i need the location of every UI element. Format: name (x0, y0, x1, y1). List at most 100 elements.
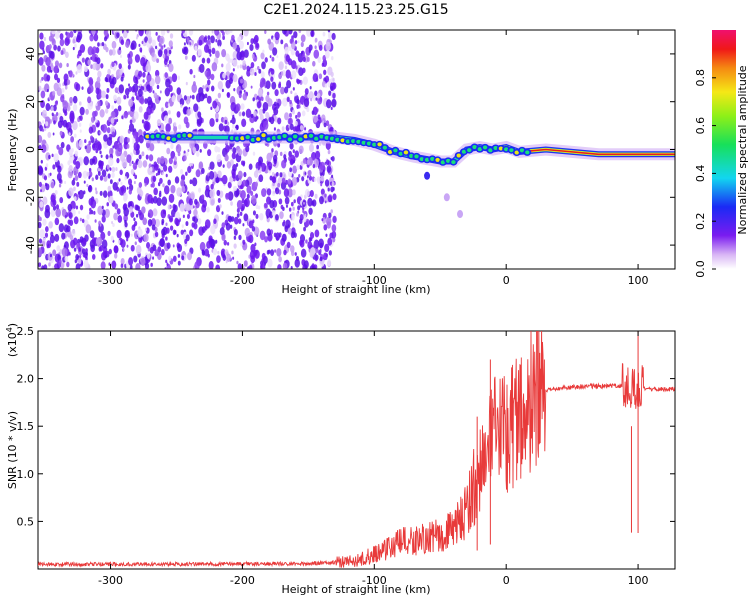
spectrogram-noise-blob (254, 181, 259, 188)
spectrogram-noise-blob (61, 247, 68, 257)
spectrogram-noise-blob (239, 64, 243, 69)
spectrogram-noise-blob (124, 219, 127, 224)
spectrogram-noise-blob (91, 177, 94, 182)
spectrogram-noise-blob (113, 94, 118, 102)
spectrogram-noise-blob (232, 256, 235, 260)
spectrogram-noise-blob (201, 249, 206, 256)
spectrogram-noise-blob (308, 237, 312, 242)
spectrogram-noise-blob (280, 71, 284, 76)
spectrogram-noise-blob (133, 223, 136, 228)
spectrogram-noise-blob (137, 160, 143, 169)
spectrogram-noise-blob (41, 240, 46, 248)
spectrogram-noise-blob (53, 153, 59, 163)
spectrogram-noise-blob (216, 154, 222, 163)
spectrogram-noise-blob (78, 139, 84, 148)
spectrogram-noise-blob (101, 251, 107, 261)
spectrogram-noise-blob (114, 87, 119, 94)
spectrogram-noise-blob (305, 239, 308, 244)
spectrogram-noise-blob (135, 79, 139, 85)
spectrogram-noise-blob (263, 202, 268, 209)
spectrogram-noise-blob (284, 65, 288, 70)
spectrogram-noise-blob (236, 207, 240, 214)
spectrogram-noise-blob (117, 239, 121, 245)
spectrogram-noise-blob (87, 96, 92, 104)
spectrogram-noise-blob (188, 198, 193, 206)
spectrogram-noise-blob (302, 76, 308, 85)
spectrogram-noise-blob (167, 103, 171, 107)
spectrogram-noise-blob (214, 112, 219, 120)
spectrogram-noise-blob (92, 143, 96, 149)
snr-x-ticks: -300 -200 -100 0 100 (98, 331, 649, 587)
spectrogram-noise-blob (127, 56, 133, 65)
ridge-blob-core (377, 142, 382, 147)
spectrogram-noise-blob (38, 166, 44, 176)
spectrogram-noise-blob (166, 242, 171, 249)
spectrogram-noise-blob (325, 233, 328, 237)
spectrogram-noise-blob (52, 164, 56, 170)
spectrogram-noise-blob (275, 98, 278, 102)
spectrogram-noise-blob (284, 46, 289, 55)
spectrogram-noise-blob (71, 179, 76, 186)
spectrogram-noise-blob (107, 173, 111, 179)
spectrogram-noise-blob (130, 40, 137, 50)
spectrogram-noise-blob (61, 232, 66, 240)
snr-x-label: Height of straight line (km) (281, 583, 430, 596)
spectrogram-noise-blob (331, 181, 335, 187)
spectrogram-noise-blob (146, 73, 152, 82)
ridge-blob-core (287, 137, 293, 142)
spectrogram-noise-blob (89, 230, 95, 239)
spectrogram-noise-blob (320, 182, 323, 187)
spectrogram-noise-blob (222, 35, 225, 41)
spectrogram-noise-blob (165, 222, 168, 226)
spectrogram-noise-blob (109, 179, 113, 185)
spectrogram-noise-blob (233, 128, 237, 133)
spectrogram-noise-blob (120, 263, 124, 268)
spectrogram-noise-blob (210, 85, 215, 92)
spectrogram-noise-blob (199, 92, 205, 102)
spectrogram-noise-blob (100, 231, 106, 241)
spectrogram-noise-blob (105, 94, 109, 100)
x-tick-label: -200 (230, 274, 255, 287)
ridge-blob-core (351, 139, 356, 144)
spectrogram-noise-blob (278, 198, 283, 205)
ridge-blob-core (292, 134, 298, 139)
spectrogram-noise-blob (326, 216, 332, 226)
spectrogram-noise-blob (138, 154, 142, 160)
spectrogram-noise-blob (179, 203, 185, 213)
spectrogram-noise-blob (168, 193, 175, 204)
spectrogram-noise-blob (213, 218, 217, 225)
spectrogram-noise-blob (313, 49, 320, 59)
spectrogram-noise-blob (172, 255, 177, 262)
spectrogram-noise-blob (260, 264, 263, 269)
spectrogram-noise-blob (75, 254, 80, 261)
spectrogram-noise-blob (246, 41, 249, 46)
spectrogram-noise-blob (298, 145, 304, 154)
spectrogram-noise-blob (126, 143, 130, 149)
spectrogram-noise-blob (152, 196, 158, 204)
spectrogram-noise-blob (153, 161, 158, 168)
spectrogram-noise-blob (201, 167, 205, 174)
spectrogram-noise-blob (297, 40, 300, 44)
spectrogram-noise-blob (281, 233, 287, 242)
spectrogram-noise-blob (123, 248, 126, 252)
spectrogram-noise-blob (52, 132, 55, 136)
spectrogram-noise-blob (209, 117, 215, 127)
spectrogram-noise-blob (108, 157, 114, 167)
y-tick-label: 2.0 (17, 373, 35, 386)
spectrogram-noise-blob (228, 215, 233, 223)
spectrogram-noise-blob (286, 96, 290, 103)
spectrogram-noise-blob (160, 209, 167, 219)
spectrogram-noise-blob (94, 80, 101, 91)
spectrogram-noise-blob (118, 178, 121, 182)
spectrogram-noise-blob (225, 53, 230, 61)
spectrogram-noise-blob (68, 132, 71, 137)
spectrogram-noise-blob (48, 35, 53, 42)
spectrogram-noise-blob (332, 82, 337, 90)
spectrogram-y-label: Frequency (Hz) (6, 109, 19, 192)
spectrogram-noise-blob (298, 79, 301, 84)
spectrogram-noise-blob (304, 88, 309, 95)
spectrogram-noise-blob (74, 150, 79, 157)
spectrogram-noise-blob (84, 139, 87, 144)
spectrogram-noise-blob (275, 171, 279, 177)
spectrogram-noise-blob (269, 200, 275, 209)
